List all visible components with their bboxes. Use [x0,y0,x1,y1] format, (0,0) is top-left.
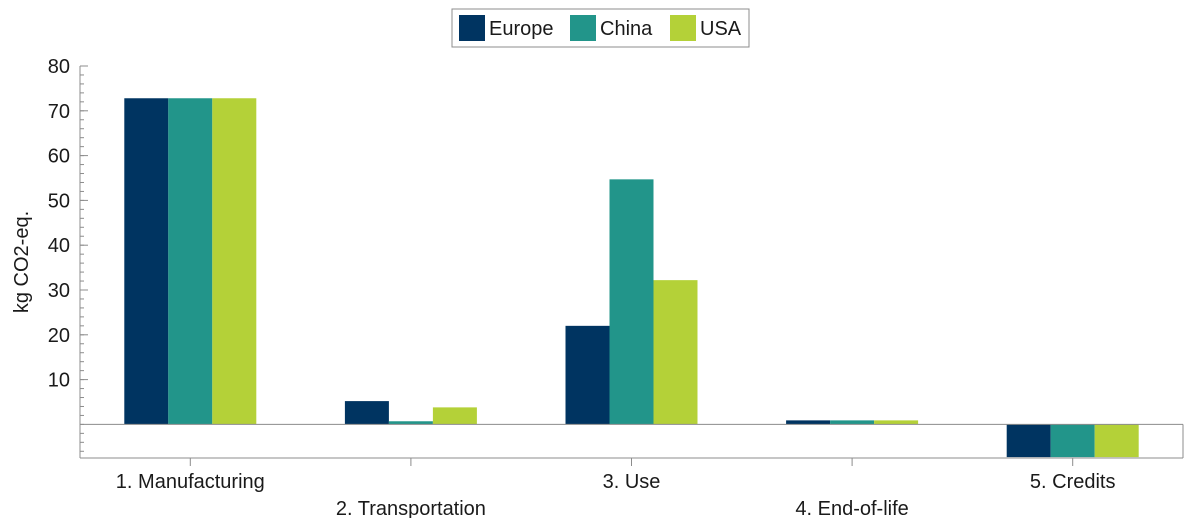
y-tick-label: 60 [48,146,70,168]
y-tick-label: 70 [48,101,70,123]
x-tick-label: 5. Credits [1030,471,1116,493]
legend-label-usa: USA [700,18,742,40]
legend: Europe China USA [451,8,750,48]
y-axis: 10 20 30 40 50 60 70 80 [48,56,88,458]
bar-china-3 [609,179,654,425]
y-tick-label: 80 [48,56,70,78]
legend-swatch-china [570,15,596,41]
bars [124,98,1139,458]
legend-swatch-usa [670,15,696,41]
bar-usa-1 [212,98,257,425]
y-tick-label: 40 [48,235,70,257]
bar-china-1 [168,98,213,425]
x-tick-label: 3. Use [603,471,661,493]
bar-usa-3 [653,280,698,425]
bar-usa-2 [432,407,477,425]
legend-swatch-europe [459,15,485,41]
x-tick-label: 1. Manufacturing [116,471,265,493]
y-tick-label: 20 [48,325,70,347]
bar-europe-3 [565,325,610,425]
x-tick-label: 4. End-of-life [795,498,908,518]
y-tick-label: 10 [48,370,70,392]
legend-label-china: China [600,18,653,40]
y-tick-label: 30 [48,280,70,302]
x-axis: 1. Manufacturing 2. Transportation 3. Use 4… [80,423,1184,518]
bar-europe-4 [786,420,831,425]
bar-europe-5 [1006,424,1051,458]
bar-usa-5 [1094,424,1139,458]
bar-china-5 [1050,424,1095,458]
bar-china-2 [388,421,433,425]
bar-europe-1 [124,98,169,425]
bar-europe-2 [344,401,389,425]
bar-usa-4 [874,420,919,425]
x-tick-label: 2. Transportation [336,498,486,518]
bar-china-4 [830,420,875,425]
legend-label-europe: Europe [489,18,554,40]
legend-box [451,8,750,48]
y-axis-title: kg CO2-eq. [11,211,33,313]
y-tick-label: 50 [48,190,70,212]
